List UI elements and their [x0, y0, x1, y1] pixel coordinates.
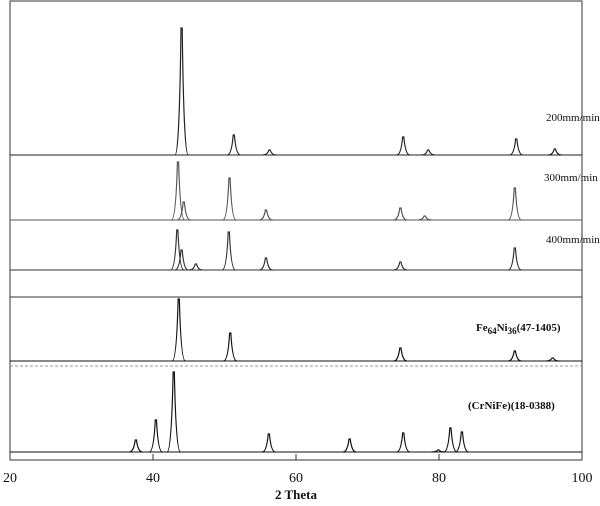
series-label: 200mm/min	[546, 112, 600, 124]
peak	[174, 27, 189, 156]
series-label-part: (CrNiFe)(18-0388)	[468, 400, 555, 412]
peak	[259, 209, 273, 221]
peak	[223, 332, 238, 362]
series-label-part: Fe	[476, 322, 488, 334]
peak	[396, 432, 411, 453]
peak	[221, 231, 236, 271]
peak	[222, 177, 237, 221]
peak	[455, 431, 469, 453]
peak	[189, 263, 203, 271]
peak	[393, 207, 408, 221]
series-label-part: 36	[508, 326, 518, 336]
peak	[418, 215, 432, 221]
x-tick-label: 20	[3, 471, 17, 486]
series-label: Fe64Ni36(47-1405)	[476, 322, 561, 337]
peak	[262, 149, 277, 156]
peak	[227, 134, 241, 156]
x-tick-label: 80	[432, 471, 446, 486]
peak	[262, 433, 276, 453]
peak	[548, 148, 562, 156]
peak	[342, 438, 357, 453]
peak	[546, 357, 560, 362]
peak	[176, 201, 191, 221]
peak	[396, 136, 410, 156]
peak	[259, 257, 273, 271]
x-tick-label: 60	[289, 471, 303, 486]
peak	[509, 138, 523, 156]
peak	[508, 247, 522, 271]
series-label: 300mm/min	[544, 172, 598, 184]
peak	[431, 449, 445, 453]
series-label-part: Ni	[497, 322, 508, 334]
peak	[174, 249, 189, 271]
x-axis-label: 2 Theta	[275, 487, 318, 502]
peak	[507, 187, 522, 221]
peak	[170, 161, 186, 221]
peak	[393, 347, 408, 362]
series-label-part: (47-1405)	[517, 322, 561, 334]
x-tick-label: 40	[146, 471, 160, 486]
series-label: (CrNiFe)(18-0388)	[468, 400, 555, 412]
x-tick-label: 100	[572, 471, 593, 486]
series-label-part: 64	[488, 326, 498, 336]
peak	[166, 371, 181, 453]
peak	[393, 261, 408, 271]
peak	[170, 229, 185, 271]
series-label: 400mm/min	[546, 234, 600, 246]
frame	[9, 0, 583, 461]
series-label-part: 200mm/min	[546, 112, 600, 124]
peak	[421, 149, 435, 156]
peak	[149, 419, 163, 453]
peak	[171, 298, 186, 362]
peak	[129, 439, 143, 453]
series-label-part: 300mm/min	[544, 172, 598, 184]
series-label-part: 400mm/min	[546, 234, 600, 246]
peak	[508, 350, 522, 362]
peak	[443, 427, 458, 453]
